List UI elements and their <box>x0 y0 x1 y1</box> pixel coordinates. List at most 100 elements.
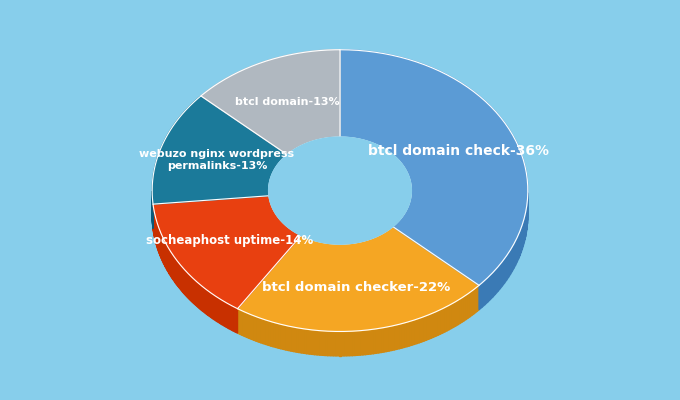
Polygon shape <box>337 244 339 268</box>
Polygon shape <box>331 244 333 268</box>
Polygon shape <box>175 259 176 284</box>
Polygon shape <box>352 331 355 356</box>
Polygon shape <box>307 238 308 263</box>
Polygon shape <box>184 270 186 295</box>
Polygon shape <box>328 244 329 268</box>
Polygon shape <box>229 304 231 330</box>
Polygon shape <box>356 242 358 267</box>
Polygon shape <box>403 214 404 240</box>
Polygon shape <box>288 326 291 351</box>
Polygon shape <box>351 244 352 268</box>
Polygon shape <box>488 275 490 302</box>
Polygon shape <box>394 325 396 350</box>
Polygon shape <box>352 243 353 268</box>
Polygon shape <box>443 308 445 333</box>
Polygon shape <box>345 244 347 268</box>
Polygon shape <box>447 305 449 331</box>
Polygon shape <box>304 237 305 262</box>
Polygon shape <box>395 224 396 249</box>
Polygon shape <box>307 329 309 354</box>
Polygon shape <box>174 256 175 282</box>
Polygon shape <box>318 330 320 355</box>
Polygon shape <box>525 212 526 240</box>
Polygon shape <box>398 221 399 246</box>
Polygon shape <box>401 218 402 243</box>
Polygon shape <box>369 239 370 264</box>
Polygon shape <box>373 238 374 262</box>
Polygon shape <box>473 288 475 314</box>
Polygon shape <box>399 324 402 349</box>
Polygon shape <box>240 310 242 335</box>
Polygon shape <box>521 225 522 253</box>
Polygon shape <box>347 244 349 268</box>
Polygon shape <box>360 242 362 266</box>
Polygon shape <box>381 234 382 259</box>
Polygon shape <box>269 321 271 346</box>
Text: btcl domain check-36%: btcl domain check-36% <box>368 144 549 158</box>
Polygon shape <box>226 303 228 328</box>
Polygon shape <box>380 235 381 260</box>
Polygon shape <box>514 241 515 268</box>
Polygon shape <box>396 324 399 349</box>
Polygon shape <box>373 329 376 354</box>
Polygon shape <box>215 296 216 321</box>
Polygon shape <box>524 216 525 243</box>
Polygon shape <box>414 319 417 344</box>
Text: btcl domain-13%: btcl domain-13% <box>235 97 340 107</box>
Polygon shape <box>354 243 355 268</box>
Polygon shape <box>472 290 473 316</box>
Polygon shape <box>186 272 188 297</box>
Polygon shape <box>517 235 518 262</box>
Text: btcl domain checker-22%: btcl domain checker-22% <box>262 280 451 294</box>
Polygon shape <box>301 236 302 260</box>
Polygon shape <box>315 241 316 265</box>
Polygon shape <box>381 328 384 352</box>
Polygon shape <box>208 291 209 316</box>
Polygon shape <box>217 297 218 322</box>
Polygon shape <box>355 331 358 356</box>
Polygon shape <box>228 304 229 329</box>
Polygon shape <box>339 332 341 356</box>
Polygon shape <box>428 314 431 339</box>
Polygon shape <box>440 309 443 334</box>
Polygon shape <box>294 327 296 352</box>
Polygon shape <box>436 311 438 336</box>
Polygon shape <box>402 216 403 242</box>
Polygon shape <box>438 310 440 335</box>
Polygon shape <box>310 239 311 264</box>
Polygon shape <box>379 328 381 353</box>
Polygon shape <box>225 302 226 327</box>
Polygon shape <box>344 331 347 356</box>
Polygon shape <box>454 302 456 327</box>
Polygon shape <box>286 326 288 350</box>
Polygon shape <box>371 238 372 263</box>
Polygon shape <box>339 244 341 268</box>
Polygon shape <box>201 50 340 155</box>
Polygon shape <box>458 299 460 325</box>
Polygon shape <box>475 287 477 313</box>
Polygon shape <box>498 264 500 292</box>
Polygon shape <box>392 326 394 350</box>
Polygon shape <box>263 319 266 344</box>
Polygon shape <box>523 219 524 246</box>
Polygon shape <box>242 311 244 336</box>
Polygon shape <box>203 288 205 313</box>
Polygon shape <box>168 247 169 273</box>
Polygon shape <box>374 238 375 262</box>
Polygon shape <box>485 278 488 305</box>
Polygon shape <box>284 325 286 350</box>
Polygon shape <box>376 328 379 353</box>
Polygon shape <box>333 331 336 356</box>
Polygon shape <box>318 242 320 266</box>
Polygon shape <box>396 223 397 248</box>
Polygon shape <box>386 327 389 352</box>
Polygon shape <box>322 242 324 267</box>
Polygon shape <box>205 288 206 314</box>
Polygon shape <box>254 316 256 341</box>
Polygon shape <box>490 272 493 300</box>
Polygon shape <box>389 229 390 254</box>
Polygon shape <box>182 268 184 293</box>
Polygon shape <box>317 241 318 266</box>
Polygon shape <box>386 231 387 256</box>
Polygon shape <box>340 50 528 285</box>
